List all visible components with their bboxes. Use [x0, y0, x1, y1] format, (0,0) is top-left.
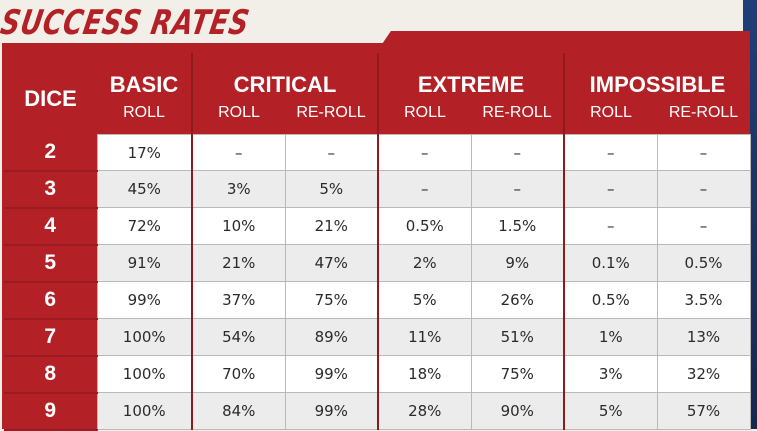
table-row: 8 100% 70% 99% 18% 75% 3% 32% [4, 355, 751, 394]
dice-count: 4 [4, 207, 97, 246]
header-extreme: EXTREME [376, 53, 565, 100]
critical-roll-cell: 54% [191, 318, 286, 356]
header-tab [381, 31, 750, 45]
success-rates-table: DICE BASIC CRITICAL EXTREME IMPOSSIBLE R… [4, 53, 751, 431]
success-rates-panel: DICE BASIC CRITICAL EXTREME IMPOSSIBLE R… [2, 43, 751, 431]
header-basic: BASIC [109, 72, 179, 97]
basic-roll-cell: 17% [96, 134, 193, 171]
header-dice: DICE [24, 85, 77, 111]
dice-count: 2 [4, 134, 97, 172]
extreme-reroll-cell: 90% [470, 392, 565, 430]
subheader-impossible-roll: ROLL [563, 100, 658, 135]
table-row: 2 17% – – – – – – [4, 134, 751, 172]
dice-count: 6 [4, 281, 97, 320]
critical-reroll-cell: 89% [284, 318, 379, 356]
subheader-extreme-reroll: RE-ROLL [482, 104, 552, 121]
dice-count: 9 [4, 392, 97, 431]
critical-reroll-cell: 75% [284, 281, 379, 319]
critical-reroll-cell: 99% [284, 355, 379, 393]
extreme-roll-cell: – [377, 134, 472, 171]
extreme-roll-cell: 5% [377, 281, 472, 319]
critical-roll-cell: 21% [191, 244, 286, 282]
table-row: 5 91% 21% 47% 2% 9% 0.1% 0.5% [4, 244, 751, 283]
extreme-reroll-cell: 1.5% [470, 207, 565, 245]
table-row: 9 100% 84% 99% 28% 90% 5% 57% [4, 392, 751, 431]
basic-roll-cell: 45% [96, 170, 193, 208]
impossible-reroll-cell: – [656, 170, 751, 208]
critical-reroll-cell: – [284, 134, 379, 171]
table-row: 4 72% 10% 21% 0.5% 1.5% – – [4, 207, 751, 246]
impossible-reroll-cell: – [656, 207, 751, 245]
table-row: 7 100% 54% 89% 11% 51% 1% 13% [4, 318, 751, 357]
extreme-reroll-cell: – [470, 134, 565, 171]
critical-reroll-cell: 47% [284, 244, 379, 282]
impossible-roll-cell: – [563, 170, 658, 208]
critical-roll-cell: 37% [191, 281, 286, 319]
basic-roll-cell: 100% [96, 318, 193, 356]
basic-roll-cell: 99% [96, 281, 193, 319]
impossible-reroll-cell: 13% [656, 318, 751, 356]
table-row: 3 45% 3% 5% – – – – [4, 170, 751, 209]
extreme-roll-cell: 2% [377, 244, 472, 282]
extreme-reroll-cell: 9% [470, 244, 565, 282]
subheader-impossible-reroll: RE-ROLL [668, 104, 739, 121]
extreme-roll-cell: 11% [377, 318, 472, 356]
impossible-reroll-cell: – [656, 134, 751, 171]
critical-reroll-cell: 21% [284, 207, 379, 245]
dice-count: 3 [4, 170, 97, 209]
basic-roll-cell: 72% [96, 207, 193, 245]
impossible-roll-cell: 1% [563, 318, 658, 356]
impossible-reroll-cell: 0.5% [656, 244, 751, 282]
subheader-critical-roll: ROLL [191, 100, 285, 135]
impossible-roll-cell: 0.5% [563, 281, 658, 319]
header-critical: CRITICAL [191, 53, 378, 100]
critical-reroll-cell: 5% [284, 170, 379, 208]
impossible-roll-cell: 0.1% [563, 244, 658, 282]
dice-count: 8 [4, 355, 97, 394]
page-title: SUCCESS RATES [0, 3, 253, 43]
impossible-reroll-cell: 57% [656, 392, 751, 430]
extreme-reroll-cell: 26% [470, 281, 565, 319]
critical-roll-cell: – [191, 134, 286, 171]
subheader-extreme-roll: ROLL [377, 100, 471, 135]
extreme-reroll-cell: 51% [470, 318, 565, 356]
impossible-roll-cell: – [563, 207, 658, 245]
extreme-roll-cell: 28% [377, 392, 472, 430]
impossible-reroll-cell: 32% [656, 355, 751, 393]
impossible-roll-cell: 3% [563, 355, 658, 393]
basic-roll-cell: 100% [96, 355, 193, 393]
extreme-reroll-cell: – [470, 170, 565, 208]
subheader-basic-roll: ROLL [123, 104, 165, 121]
subheader-critical-reroll: RE-ROLL [296, 104, 366, 121]
extreme-roll-cell: – [377, 170, 472, 208]
critical-roll-cell: 10% [191, 207, 286, 245]
basic-roll-cell: 100% [96, 392, 193, 430]
dice-count: 5 [4, 244, 97, 283]
extreme-roll-cell: 0.5% [377, 207, 472, 245]
critical-roll-cell: 84% [191, 392, 286, 430]
basic-roll-cell: 91% [96, 244, 193, 282]
impossible-roll-cell: – [563, 134, 658, 171]
extreme-reroll-cell: 75% [470, 355, 565, 393]
impossible-roll-cell: 5% [563, 392, 658, 430]
critical-reroll-cell: 99% [284, 392, 379, 430]
extreme-roll-cell: 18% [377, 355, 472, 393]
table-row: 6 99% 37% 75% 5% 26% 0.5% 3.5% [4, 281, 751, 320]
header-impossible: IMPOSSIBLE [563, 53, 751, 100]
critical-roll-cell: 70% [191, 355, 286, 393]
impossible-reroll-cell: 3.5% [656, 281, 751, 319]
dice-count: 7 [4, 318, 97, 357]
critical-roll-cell: 3% [191, 170, 286, 208]
